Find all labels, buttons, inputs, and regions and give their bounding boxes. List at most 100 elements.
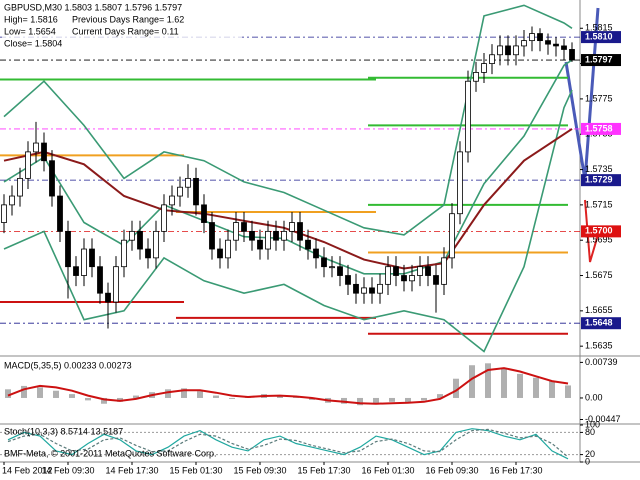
candle-body — [145, 248, 151, 259]
candle-body — [33, 142, 39, 153]
info-text: Close= 1.5804 — [4, 38, 62, 48]
histogram-bar — [133, 395, 139, 398]
y-tick-label: 100 — [585, 419, 600, 429]
histogram-bar — [565, 385, 571, 398]
histogram-bar — [437, 394, 443, 398]
histogram-bar — [213, 395, 219, 398]
candle-body — [49, 160, 55, 197]
price-label-box — [581, 174, 621, 187]
candle-body — [185, 177, 191, 188]
candle-body — [209, 222, 215, 250]
candle-body — [225, 239, 231, 259]
price-label-box — [581, 31, 621, 44]
candle-body — [273, 230, 279, 241]
histogram-bar — [469, 365, 475, 398]
candle-body — [457, 151, 463, 215]
info-text: High= 1.5816 — [4, 14, 58, 24]
candle-body — [177, 186, 183, 197]
histogram-bar — [165, 389, 171, 398]
y-tick-label: 1.5775 — [585, 93, 613, 103]
x-tick-label: 14 Feb 2012 — [2, 465, 53, 475]
histogram-bar — [389, 397, 395, 402]
candle-body — [121, 239, 127, 268]
info-background — [2, 2, 242, 52]
candle-body — [129, 230, 135, 241]
histogram-bar — [517, 373, 523, 398]
x-tick-label: 15 Feb 17:30 — [297, 465, 350, 475]
candle-body — [193, 177, 199, 206]
candle-body — [497, 45, 503, 56]
x-tick-label: 15 Feb 01:30 — [169, 465, 222, 475]
chart-title: GBPUSD,M30 1.5803 1.5807 1.5796 1.5797 — [4, 2, 182, 12]
candle-body — [545, 40, 551, 45]
candle-body — [409, 275, 415, 282]
candle-body — [25, 151, 31, 179]
x-tick-label: 16 Feb 09:30 — [425, 465, 478, 475]
info-text: Current Days Range= 0.11 — [72, 26, 179, 36]
candle-body — [481, 63, 487, 73]
candle-body — [97, 266, 103, 294]
candle-body — [17, 177, 23, 197]
histogram-bar — [357, 397, 363, 406]
y-tick-label: 1.5695 — [585, 235, 613, 245]
candle-body — [113, 266, 119, 303]
candle-body — [257, 239, 263, 250]
price-label: 1.5797 — [585, 54, 613, 64]
histogram-bar — [453, 378, 459, 398]
candle-body — [233, 222, 239, 241]
candle-body — [81, 248, 87, 276]
candle-body — [393, 266, 399, 276]
candle-body — [433, 275, 439, 285]
price-label-box — [581, 225, 621, 238]
info-text: Previous Days Range= 1.62 — [72, 14, 184, 24]
candle-body — [337, 266, 343, 276]
candle-body — [241, 222, 247, 232]
price-label: 1.5700 — [585, 226, 613, 236]
indicator-line — [3, 128, 573, 270]
candle-body — [217, 248, 223, 259]
histogram-bar — [229, 397, 235, 399]
candle-body — [249, 230, 255, 241]
x-tick-label: 14 Feb 17:30 — [105, 465, 158, 475]
y-tick-label: 1.5635 — [585, 341, 613, 351]
candle-body — [289, 222, 295, 232]
indicator-line — [3, 89, 573, 353]
price-label: 1.5758 — [585, 123, 613, 133]
candle-body — [369, 287, 375, 294]
candle-body — [57, 195, 63, 232]
price-label: 1.5648 — [585, 318, 613, 328]
histogram-bar — [485, 363, 491, 398]
candle-body — [377, 283, 383, 294]
marks: 1.58151.57951.57751.57551.57351.57151.56… — [0, 4, 621, 475]
x-tick-label: 16 Feb 01:30 — [361, 465, 414, 475]
y-tick-label: -0.00447 — [585, 414, 621, 424]
candle-body — [401, 275, 407, 282]
price-label: 1.5729 — [585, 175, 613, 185]
histogram-bar — [549, 381, 555, 398]
candle-body — [9, 195, 15, 206]
histogram-bar — [533, 377, 539, 398]
x-tick-label: 14 Feb 09:30 — [41, 465, 94, 475]
candle-body — [537, 33, 543, 42]
candle-body — [89, 248, 95, 268]
candle-body — [329, 266, 335, 269]
candle-body — [425, 266, 431, 276]
indicator-line — [3, 59, 573, 275]
histogram-bar — [5, 389, 11, 398]
copyright: BMF-Meta, © 2001-2011 MetaQuotes Softwar… — [4, 448, 217, 458]
candle-body — [353, 283, 359, 294]
y-tick-label: 1.5675 — [585, 270, 613, 280]
candle-body — [385, 266, 391, 285]
histogram-bar — [53, 390, 59, 398]
stochastic-line — [7, 428, 569, 460]
candle-body — [265, 230, 271, 250]
histogram-bar — [85, 397, 91, 401]
stochastic-line — [7, 428, 569, 458]
y-tick-label: 1.5815 — [585, 23, 613, 33]
histogram-bar — [117, 397, 123, 402]
candle-body — [321, 257, 327, 268]
y-tick-label: 0 — [585, 456, 590, 466]
histogram-bar — [277, 395, 283, 398]
candle-body — [65, 230, 71, 268]
